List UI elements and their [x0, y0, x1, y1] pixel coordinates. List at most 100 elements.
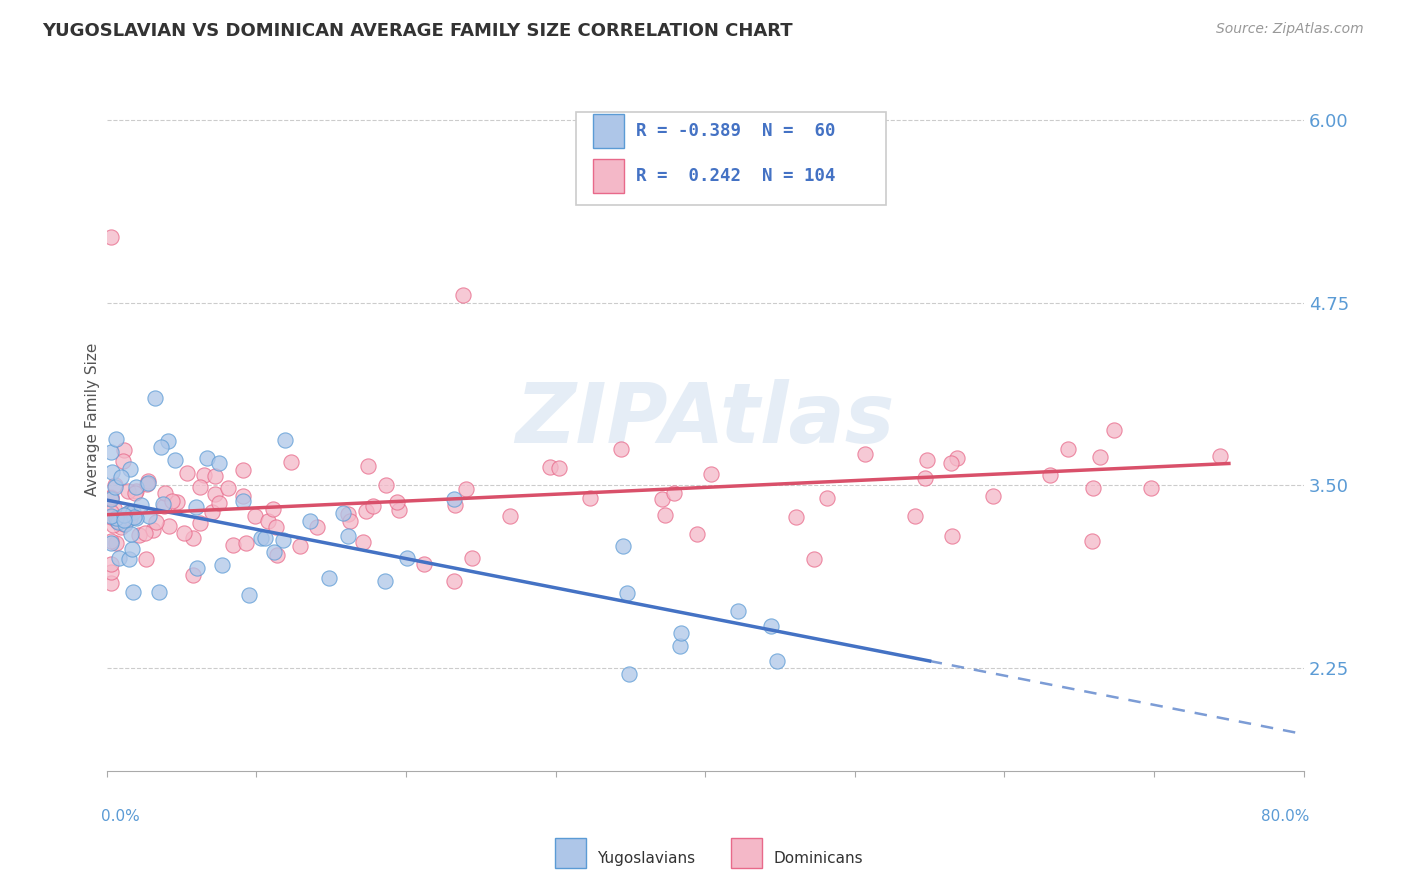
Point	[117, 483, 139, 498]
Point	[195, 450, 218, 465]
Point	[616, 585, 638, 599]
Point	[112, 516, 135, 531]
Point	[150, 440, 173, 454]
Point	[101, 465, 124, 479]
Point	[385, 495, 408, 509]
Point	[1081, 533, 1104, 548]
Point	[157, 519, 180, 533]
Point	[142, 523, 165, 537]
Point	[120, 461, 142, 475]
Point	[188, 516, 211, 530]
Point	[103, 500, 125, 515]
Point	[204, 486, 226, 500]
Point	[105, 514, 128, 528]
Point	[181, 531, 204, 545]
Point	[280, 455, 302, 469]
Point	[235, 536, 257, 550]
Point	[112, 443, 135, 458]
Text: 0.0%: 0.0%	[101, 809, 139, 824]
Point	[121, 541, 143, 556]
Point	[110, 520, 132, 534]
Point	[610, 442, 633, 457]
Point	[186, 500, 208, 514]
Point	[105, 536, 128, 550]
Point	[1088, 450, 1111, 464]
Point	[668, 639, 690, 653]
Point	[336, 507, 359, 521]
Point	[103, 517, 125, 532]
Point	[946, 450, 969, 465]
Point	[243, 509, 266, 524]
Point	[264, 520, 287, 534]
Point	[120, 511, 142, 525]
Text: Source: ZipAtlas.com: Source: ZipAtlas.com	[1216, 22, 1364, 37]
Point	[163, 453, 186, 467]
Text: R = -0.389  N =  60: R = -0.389 N = 60	[636, 122, 835, 140]
Point	[135, 477, 157, 491]
Point	[336, 529, 359, 543]
Point	[654, 508, 676, 523]
Point	[100, 557, 122, 571]
Point	[115, 507, 138, 521]
Point	[104, 477, 127, 491]
Point	[257, 515, 280, 529]
Point	[104, 479, 127, 493]
Point	[619, 666, 641, 681]
Point	[193, 468, 215, 483]
Point	[305, 520, 328, 534]
Point	[461, 550, 484, 565]
Point	[128, 527, 150, 541]
Point	[124, 486, 146, 500]
Point	[100, 536, 122, 550]
Point	[145, 515, 167, 529]
Point	[262, 502, 284, 516]
Point	[759, 619, 782, 633]
Point	[100, 490, 122, 504]
Point	[785, 509, 807, 524]
Point	[1083, 482, 1105, 496]
Point	[120, 505, 142, 519]
Point	[104, 511, 127, 525]
Point	[454, 482, 477, 496]
Point	[100, 444, 122, 458]
Text: 80.0%: 80.0%	[1261, 809, 1310, 824]
Point	[375, 477, 398, 491]
Point	[669, 626, 692, 640]
Point	[444, 498, 467, 512]
Point	[354, 504, 377, 518]
Point	[271, 533, 294, 547]
Point	[125, 483, 148, 498]
Point	[110, 469, 132, 483]
Point	[249, 531, 271, 545]
Point	[112, 513, 135, 527]
Point	[253, 531, 276, 545]
Point	[121, 506, 143, 520]
Point	[181, 568, 204, 582]
Point	[318, 571, 340, 585]
Point	[361, 499, 384, 513]
Point	[388, 503, 411, 517]
Point	[538, 460, 561, 475]
Point	[339, 515, 361, 529]
Point	[114, 516, 136, 531]
Point	[451, 288, 474, 302]
Y-axis label: Average Family Size: Average Family Size	[86, 343, 100, 496]
Point	[153, 499, 176, 513]
Point	[136, 475, 159, 490]
Text: R =  0.242  N = 104: R = 0.242 N = 104	[636, 167, 835, 185]
Point	[222, 538, 245, 552]
Point	[299, 514, 322, 528]
Point	[548, 460, 571, 475]
Point	[153, 486, 176, 500]
Point	[201, 504, 224, 518]
Point	[263, 545, 285, 559]
Point	[173, 526, 195, 541]
Text: Yugoslavians: Yugoslavians	[598, 851, 696, 865]
Point	[208, 456, 231, 470]
Point	[273, 434, 295, 448]
Point	[413, 557, 436, 571]
Point	[100, 505, 122, 519]
Point	[108, 551, 131, 566]
Point	[117, 506, 139, 520]
Point	[135, 552, 157, 566]
